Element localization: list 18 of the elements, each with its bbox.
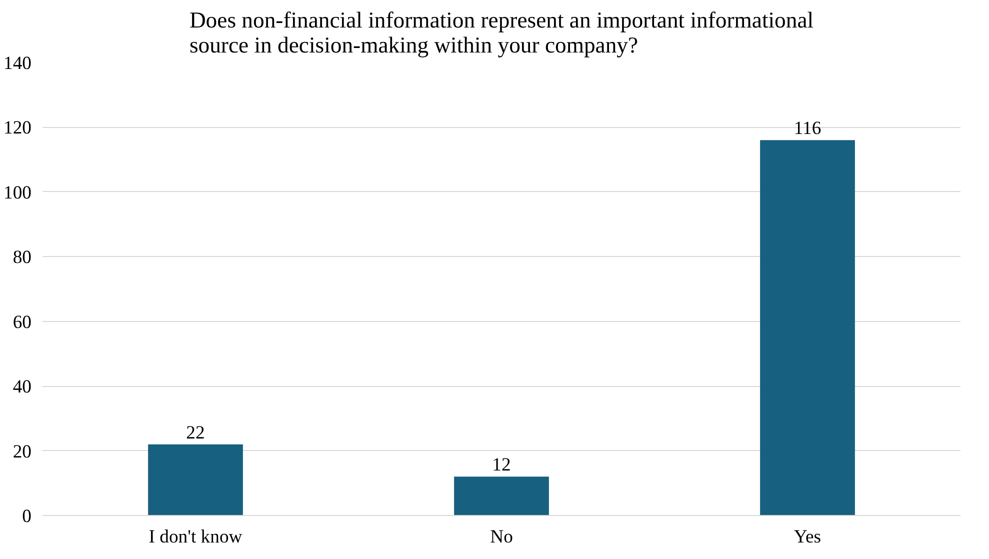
y-tick-label: 20	[12, 441, 32, 462]
y-tick-label: 60	[12, 312, 32, 333]
bar	[760, 140, 855, 516]
x-tick-label: No	[490, 526, 513, 548]
data-label: 22	[186, 422, 205, 444]
chart-title: Does non-financial information represent an important informational source in decision-making within your company?	[189, 8, 814, 58]
y-tick-label: 80	[12, 247, 32, 268]
data-label: 116	[794, 118, 822, 140]
y-tick-label: 0	[22, 506, 32, 527]
y-tick-label: 120	[4, 118, 32, 139]
y-tick-label: 40	[12, 376, 32, 398]
x-tick-label: I don't know	[148, 526, 243, 548]
bar	[454, 476, 549, 516]
data-label: 12	[492, 454, 511, 476]
x-tick-label: Yes	[794, 526, 822, 548]
y-tick-label: 140	[4, 53, 32, 74]
y-tick-label: 100	[4, 182, 32, 204]
bar	[148, 444, 243, 516]
